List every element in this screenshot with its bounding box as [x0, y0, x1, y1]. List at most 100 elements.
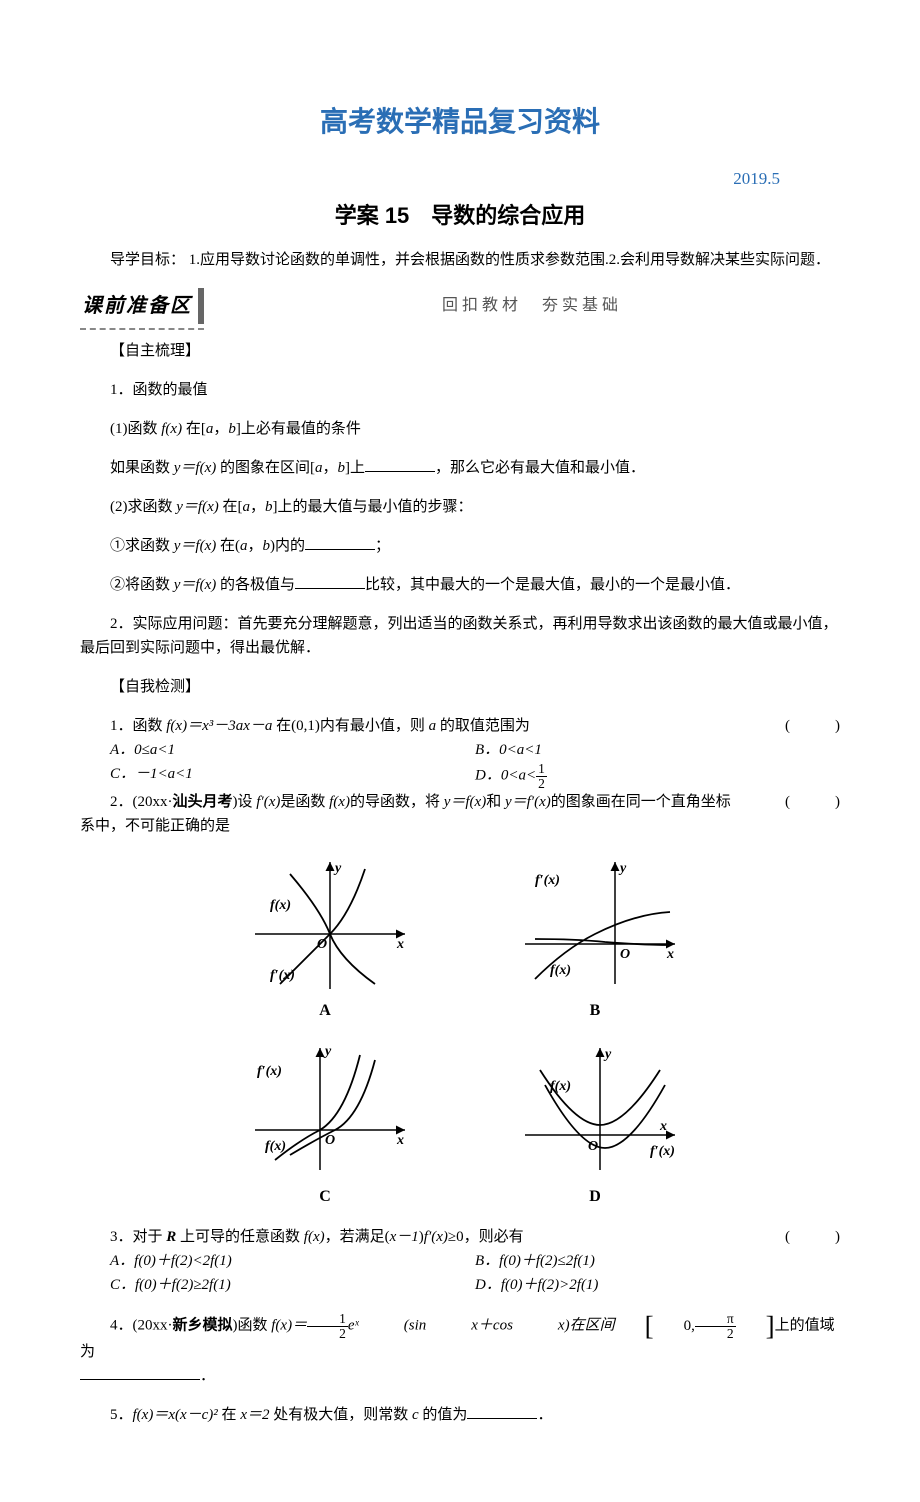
svg-text:O: O [620, 947, 630, 962]
q1: 1．函数 f(x)＝x³－3ax－a 在(0,1)内有最小值，则 a 的取值范围… [80, 714, 840, 738]
fx: f(x) [161, 421, 182, 437]
t: ． [200, 1368, 215, 1384]
t: 在[ [219, 499, 243, 515]
fx: f(x) [329, 794, 350, 810]
yfp: y＝f′(x) [505, 794, 551, 810]
zizhu-heading: 【自主梳理】 [80, 339, 840, 363]
t: 在[ [182, 421, 206, 437]
section-banner: 课前准备区 回扣教材 夯实基础 [80, 288, 840, 324]
a: a [240, 538, 248, 554]
page: 高考数学精品复习资料 2019.5 学案 15 导数的综合应用 导学目标： 1.… [0, 0, 920, 1502]
t: 比较，其中最大的一个是最大值，最小的一个是最小值． [365, 577, 740, 593]
R: R [166, 1229, 176, 1245]
item1-title: 1．函数的最值 [80, 378, 840, 402]
yfx: y＝f(x) [174, 538, 216, 554]
svg-text:y: y [323, 1044, 332, 1059]
banner-right: 回扣教材 夯实基础 [224, 293, 840, 319]
b: b [263, 538, 271, 554]
fp: f′(x) [256, 794, 280, 810]
a: a [242, 499, 250, 515]
paren: ( ) [735, 714, 840, 738]
diagram-D: y x O f(x) f′(x) D [505, 1040, 685, 1210]
svg-text:f(x): f(x) [550, 963, 571, 978]
t: 1．函数 [110, 718, 166, 734]
objective-label: 导学目标： [110, 252, 185, 268]
main-title: 高考数学精品复习资料 [80, 100, 840, 145]
q2: 2．(20xx·汕头月考)设 f′(x)是函数 f(x)的导函数，将 y＝f(x… [80, 790, 840, 838]
yfx: y＝f(x) [444, 794, 486, 810]
t: 的导函数，将 [350, 794, 444, 810]
banner-left: 课前准备区 [80, 288, 204, 324]
sincos: (sin x＋cos x)在区间 [404, 1318, 615, 1334]
yfx: y＝f(x) [176, 499, 218, 515]
svg-text:f(x): f(x) [265, 1139, 286, 1154]
svg-text:y: y [333, 861, 342, 876]
blank [467, 1403, 537, 1419]
q1-B: B．0<a<1 [475, 738, 840, 762]
item1-2: (2)求函数 y＝f(x) 在[a，b]上的最大值与最小值的步骤： [80, 495, 840, 519]
t: 4．(20xx· [110, 1318, 173, 1334]
t: ②将函数 [110, 577, 174, 593]
q4: 4．(20xx·新乡模拟)函数 f(x)＝12eˣ (sin x＋cos x)在… [80, 1312, 840, 1388]
t: 的取值范围为 [436, 718, 530, 734]
t: 在( [216, 538, 240, 554]
a: a [206, 421, 214, 437]
svg-text:f(x): f(x) [270, 898, 291, 913]
q1-C: C．－1<a<1 [110, 762, 475, 790]
b: b [228, 421, 236, 437]
t: ≥0，则必有 [448, 1229, 524, 1245]
t: 的各极值与 [216, 577, 295, 593]
t: ]上 [345, 460, 365, 476]
svg-text:f′(x): f′(x) [650, 1144, 675, 1159]
paren: ( ) [735, 790, 840, 814]
t: 3．对于 [110, 1229, 166, 1245]
diagram-row-1: y x O f(x) f′(x) A y x O f′(x) f(x) [80, 854, 840, 1024]
ziwo-heading: 【自我检测】 [80, 675, 840, 699]
diagram-A: y x O f(x) f′(x) A [235, 854, 415, 1024]
svg-text:y: y [603, 1047, 612, 1062]
bold: 汕头月考 [173, 794, 233, 810]
ex: eˣ [348, 1318, 359, 1334]
label-B: B [505, 998, 685, 1024]
blank [305, 534, 375, 550]
t: ． [537, 1407, 552, 1423]
t: 上可导的任意函数 [176, 1229, 304, 1245]
xm1: x－1 [390, 1229, 419, 1245]
t: ； [375, 538, 390, 554]
step1: ①求函数 y＝f(x) 在(a，b)内的； [80, 534, 840, 558]
svg-text:x: x [659, 1119, 667, 1134]
objective: 导学目标： 1.应用导数讨论函数的单调性，并会根据函数的性质求参数范围.2.会利… [80, 248, 840, 272]
svg-text:f′(x): f′(x) [257, 1064, 282, 1079]
t: ，那么它必有最大值和最小值． [435, 460, 645, 476]
t: 在 [218, 1407, 241, 1423]
svg-text:x: x [666, 947, 674, 962]
svg-text:x: x [396, 1133, 404, 1148]
t: 5． [110, 1407, 133, 1423]
q2-text: 2．(20xx·汕头月考)设 f′(x)是函数 f(x)的导函数，将 y＝f(x… [80, 790, 735, 838]
svg-B: y x O f′(x) f(x) [505, 854, 685, 994]
svg-text:x: x [396, 937, 404, 952]
q1-A: A．0≤a<1 [110, 738, 475, 762]
item2: 2．实际应用问题：首先要充分理解题意，列出适当的函数关系式，再利用导数求出该函数… [80, 612, 840, 660]
q1-choices: A．0≤a<1 B．0<a<1 C．－1<a<1 D．0<a<12 [110, 738, 840, 790]
t: 是函数 [280, 794, 329, 810]
q3-text: 3．对于 R 上可导的任意函数 f(x)，若满足(x－1)f′(x)≥0，则必有 [80, 1225, 735, 1249]
step2: ②将函数 y＝f(x) 的各极值与 比较，其中最大的一个是最大值，最小的一个是最小… [80, 573, 840, 597]
q1-text: 1．函数 f(x)＝x³－3ax－a 在(0,1)内有最小值，则 a 的取值范围… [80, 714, 735, 738]
t: 如果函数 [110, 460, 174, 476]
svg-text:f(x): f(x) [550, 1079, 571, 1094]
fxp: f(x)＝ [271, 1318, 307, 1334]
t: ]上必有最值的条件 [236, 421, 361, 437]
blank [365, 456, 435, 472]
yfx: y＝f(x) [174, 577, 216, 593]
t: 的图象在区间[ [216, 460, 315, 476]
diagram-B: y x O f′(x) f(x) B [505, 854, 685, 1024]
t: 2．(20xx· [110, 794, 173, 810]
t: ①求函数 [110, 538, 174, 554]
q1-D: D．0<a<12 [475, 762, 840, 790]
yfx: y＝f(x) [174, 460, 216, 476]
bold: 新乡模拟 [173, 1318, 233, 1334]
blank [295, 573, 365, 589]
svg-text:f′(x): f′(x) [535, 873, 560, 888]
blank [80, 1364, 200, 1380]
